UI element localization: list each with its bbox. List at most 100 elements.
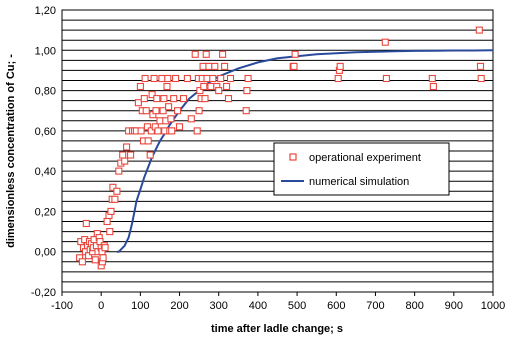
experiment-point — [183, 74, 191, 83]
experiment-point — [165, 103, 173, 111]
y-tick-label: -0,20 — [31, 287, 56, 299]
x-tick-label: 100 — [131, 300, 149, 312]
simulation-line — [116, 49, 494, 253]
experiment-point — [141, 74, 149, 83]
experiment-point — [127, 151, 135, 159]
simulation-series — [116, 49, 494, 253]
experiment-series — [76, 26, 485, 270]
experiment-point — [123, 143, 131, 151]
x-tick-label: 0 — [98, 300, 104, 312]
experiment-point — [429, 82, 437, 91]
y-tick-label: 1,00 — [35, 45, 56, 57]
experiment-point — [91, 256, 99, 264]
plot-area-border — [61, 9, 494, 293]
experiment-point — [175, 123, 184, 131]
experiment-point — [226, 74, 235, 83]
experiment-point — [160, 95, 168, 103]
y-tick-label: 0,00 — [35, 247, 56, 259]
experiment-point — [187, 115, 195, 123]
legend: operational experiment numerical simulat… — [273, 142, 450, 196]
experiment-point — [290, 62, 298, 70]
experiment-point — [159, 107, 167, 115]
experiment-point — [82, 219, 90, 228]
legend-marker-experiment — [289, 153, 297, 161]
experiment-point — [193, 127, 201, 135]
experiment-point — [215, 87, 223, 95]
experiment-point — [158, 74, 166, 83]
experiment-point — [153, 95, 161, 103]
experiment-point — [476, 62, 485, 70]
experiment-point — [106, 228, 114, 236]
experiment-point — [221, 62, 229, 70]
x-tick-label: 700 — [366, 300, 384, 312]
experiment-point — [219, 50, 227, 58]
experiment-point — [475, 26, 483, 34]
y-axis-ticks: -0,20 0,00 0,20 0,40 0,60 0,80 1,00 1,20 — [31, 5, 56, 299]
experiment-point — [224, 95, 233, 103]
experiment-point — [428, 74, 436, 83]
x-tick-label: 600 — [327, 300, 345, 312]
experiment-point — [140, 95, 148, 103]
experiment-point — [202, 50, 210, 58]
experiment-point — [170, 95, 178, 103]
experiment-point — [382, 74, 390, 83]
experiment-point — [217, 74, 225, 83]
legend-label-simulation: numerical simulation — [309, 176, 409, 188]
experiment-point — [291, 50, 299, 58]
experiment-point — [78, 258, 86, 266]
experiment-point — [144, 137, 152, 145]
experiment-point — [147, 127, 155, 135]
x-tick-label: -100 — [51, 300, 73, 312]
experiment-point — [211, 62, 219, 70]
experiment-point — [111, 195, 119, 203]
experiment-point — [336, 62, 344, 70]
experiment-point — [223, 82, 231, 91]
legend-box — [273, 142, 450, 196]
experiment-point — [209, 74, 217, 83]
experiment-point — [244, 74, 252, 83]
experiment-point — [154, 127, 162, 135]
experiment-point — [134, 99, 142, 107]
x-tick-label: 800 — [405, 300, 423, 312]
experiment-point — [243, 87, 251, 95]
x-axis-ticks: -100 0 100 200 300 400 500 600 700 800 900 1000 — [51, 292, 505, 312]
x-tick-label: 900 — [445, 300, 463, 312]
experiment-point — [199, 62, 207, 70]
experiment-point — [174, 107, 182, 115]
x-tick-label: 400 — [249, 300, 267, 312]
experiment-point — [136, 82, 144, 91]
experiment-point — [143, 123, 151, 131]
experiment-point — [115, 167, 123, 175]
experiment-point — [107, 207, 115, 215]
experiment-point — [164, 74, 172, 83]
experiment-point — [334, 74, 342, 83]
experiment-point — [101, 244, 109, 252]
experiment-point — [242, 107, 250, 115]
experiment-point — [163, 82, 171, 91]
experiment-point — [137, 127, 145, 135]
x-axis-title: time after ladle change; s — [211, 323, 343, 335]
x-tick-label: 500 — [288, 300, 306, 312]
experiment-point — [150, 74, 158, 83]
experiment-point — [103, 217, 111, 226]
experiment-point — [205, 62, 213, 70]
experiment-point — [168, 127, 176, 135]
y-tick-label: 0,80 — [35, 86, 56, 98]
experiment-point — [381, 38, 389, 46]
experiment-point — [200, 82, 208, 91]
experiment-point — [191, 50, 199, 58]
x-tick-label: 1000 — [481, 300, 505, 312]
experiment-point — [201, 95, 209, 103]
y-tick-label: 0,20 — [35, 206, 56, 218]
experiment-point — [203, 74, 211, 83]
y-axis-title: dimensionless concentration of Cu; - — [5, 54, 17, 248]
experiment-point — [146, 151, 154, 159]
experiment-point — [196, 87, 204, 95]
experiment-point — [148, 91, 156, 99]
experiment-point — [113, 187, 121, 195]
x-tick-label: 200 — [170, 300, 188, 312]
experiment-point — [119, 151, 127, 159]
y-tick-label: 0,60 — [35, 126, 56, 138]
y-tick-label: 0,40 — [35, 166, 56, 178]
experiment-point — [109, 183, 117, 191]
